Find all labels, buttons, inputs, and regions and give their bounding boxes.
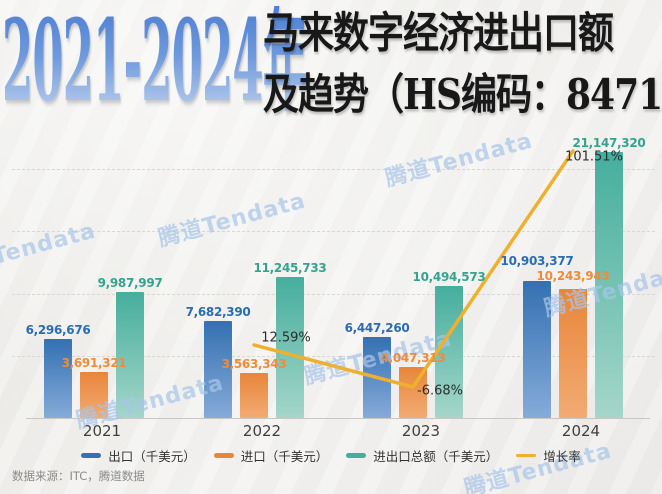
- value-label-export-2021: 6,296,676: [25, 322, 91, 337]
- x-tick-2022: 2022: [242, 422, 282, 440]
- data-source-note: 数据来源：ITC，腾道数据: [12, 469, 145, 483]
- legend-item-growth: 增长率: [516, 446, 581, 465]
- bar-import-2021: [80, 371, 108, 418]
- value-label-import-2022: 3,563,343: [221, 357, 287, 372]
- x-tick-2021: 2021: [82, 422, 122, 440]
- title-line2: 及趋势（HS编码：8471）: [263, 69, 662, 120]
- watermark-upper-left: 腾道Tendata: [155, 188, 309, 252]
- legend-item-export: 出口（千美元）: [81, 446, 196, 465]
- legend-mark-total: [346, 453, 367, 458]
- value-label-export-2023: 6,447,260: [344, 320, 410, 335]
- title-years: 2021-2024年: [2, 0, 308, 127]
- bar-total-2022: [276, 276, 304, 418]
- value-label-total-2021: 9,987,997: [97, 276, 163, 291]
- growth-label-2024: 101.51%: [565, 149, 623, 165]
- x-axis-line: [26, 418, 650, 419]
- x-tick-2023: 2023: [401, 422, 441, 440]
- value-label-total-2024: 21,147,320: [572, 136, 646, 150]
- page-title: 马来数字经济进出口额 及趋势（HS编码：8471）: [263, 4, 662, 126]
- value-label-import-2021: 3,691,321: [61, 355, 127, 370]
- legend-label-import: 进口（千美元）: [240, 449, 329, 464]
- bar-export-2022: [204, 321, 232, 418]
- legend-label-growth: 增长率: [543, 449, 581, 464]
- growth-label-2022: 12.59%: [261, 330, 311, 346]
- value-label-import-2024: 10,243,943: [536, 269, 610, 284]
- bar-export-2024: [523, 280, 551, 418]
- legend-item-import: 进口（千美元）: [213, 446, 329, 465]
- legend-mark-export: [81, 453, 102, 458]
- bar-export-2023: [363, 336, 391, 418]
- title-line1: 马来数字经济进出口额: [263, 8, 614, 59]
- value-label-export-2024: 10,903,377: [500, 253, 574, 268]
- legend-mark-import: [213, 453, 234, 458]
- bar-import-2022: [240, 373, 268, 418]
- gridline-20m: [12, 169, 655, 170]
- x-tick-2024: 2024: [561, 422, 601, 440]
- bar-total-2024: [595, 152, 623, 418]
- watermark-left-edge: 腾道Tendata: [0, 218, 99, 282]
- legend-label-total: 进出口总额（千美元）: [373, 449, 499, 464]
- watermark-top-center: 腾道Tendata: [382, 128, 536, 192]
- legend-item-total: 进出口总额（千美元）: [346, 446, 498, 465]
- legend: 出口（千美元） 进口（千美元） 进出口总额（千美元） 增长率: [0, 446, 662, 465]
- bar-export-2021: [44, 338, 72, 418]
- legend-mark-growth: [516, 454, 537, 457]
- gridline-15m: [12, 231, 655, 232]
- bar-import-2024: [559, 289, 587, 418]
- legend-label-export: 出口（千美元）: [108, 449, 196, 464]
- value-label-export-2022: 7,682,390: [185, 305, 251, 320]
- value-label-total-2022: 11,245,733: [253, 260, 327, 275]
- growth-label-2023: -6.68%: [417, 383, 463, 399]
- value-label-total-2023: 10,494,573: [412, 269, 486, 284]
- bar-total-2021: [116, 292, 144, 418]
- value-label-import-2023: 4,047,313: [380, 351, 446, 366]
